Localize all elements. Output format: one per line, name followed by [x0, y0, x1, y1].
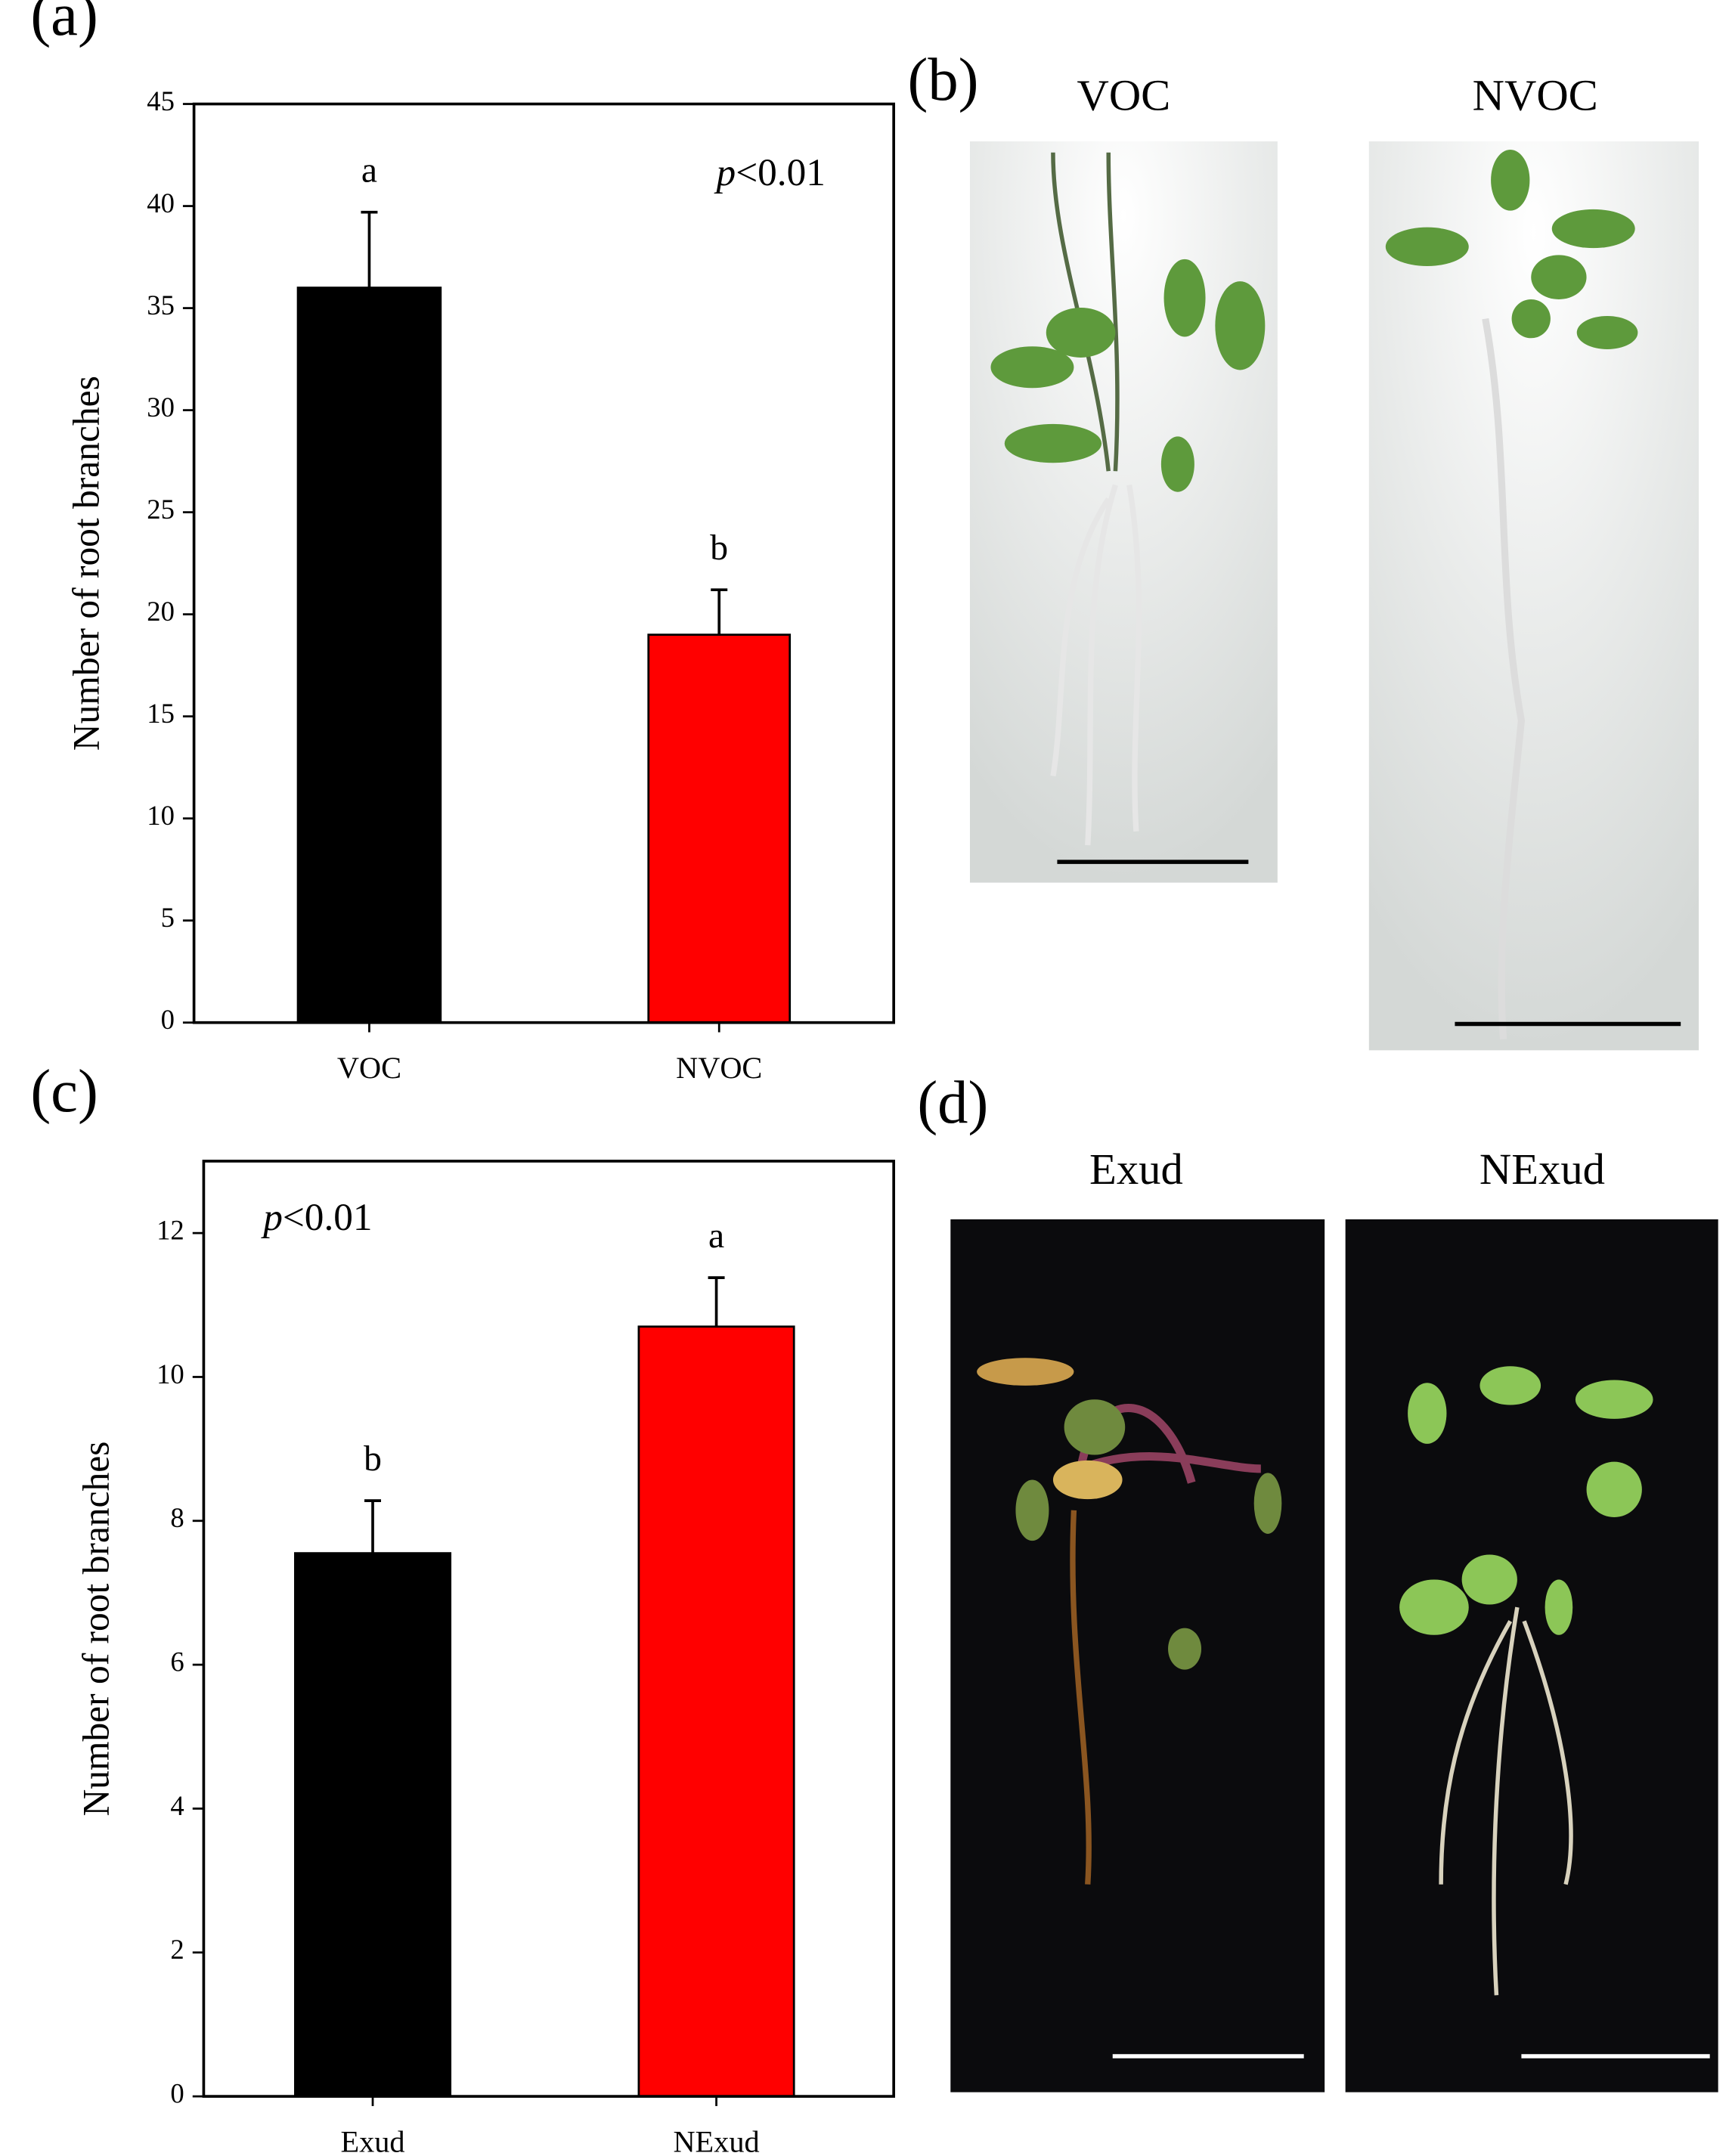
photo: [969, 141, 1278, 883]
annotation: p<0.01: [261, 1196, 372, 1239]
panel-label: (b): [907, 46, 978, 113]
significance-letter: a: [361, 150, 377, 190]
annotation-italic: p: [714, 151, 736, 194]
significance-letter: b: [710, 528, 728, 568]
photo: [950, 1219, 1325, 2092]
photo: [1345, 1219, 1718, 2092]
annotation-text: <0.01: [283, 1196, 373, 1239]
y-tick-label: 5: [161, 902, 175, 933]
plot-frame: [192, 102, 895, 1024]
y-tick-label: 45: [147, 85, 175, 116]
significance-letter: b: [364, 1439, 382, 1479]
y-tick-label: 25: [147, 494, 175, 525]
bar: [637, 1325, 795, 2098]
annotation-italic: p: [261, 1196, 283, 1239]
annotation-text: <0.01: [736, 151, 826, 194]
x-tick-label: Exud: [340, 2125, 404, 2156]
panel-label: (c): [30, 1058, 98, 1125]
panel-label: (a): [30, 0, 98, 48]
bar: [647, 633, 792, 1024]
y-tick-label: 15: [147, 698, 175, 729]
bar: [294, 1552, 452, 2098]
y-tick-label: 35: [147, 290, 175, 321]
y-tick-label: 40: [147, 187, 175, 218]
y-tick-label: 20: [147, 596, 175, 627]
plot-frame: [202, 1160, 895, 2098]
y-tick-label: 0: [161, 1004, 175, 1035]
y-tick-label: 30: [147, 392, 175, 423]
x-tick-label: NExud: [673, 2125, 759, 2156]
bar: [296, 287, 442, 1024]
x-tick-label: VOC: [337, 1051, 401, 1085]
y-tick-label: 12: [156, 1215, 184, 1246]
photo-title: NVOC: [1473, 70, 1598, 119]
significance-letter: a: [708, 1216, 724, 1256]
y-tick-label: 4: [170, 1790, 184, 1821]
annotation: p<0.01: [714, 151, 826, 194]
y-axis-label: Number of root branches: [65, 376, 107, 751]
panel-label: (d): [917, 1069, 988, 1136]
y-tick-label: 0: [170, 2078, 184, 2109]
y-tick-label: 2: [170, 1934, 184, 1965]
photo-title: VOC: [1077, 70, 1171, 119]
y-tick-label: 10: [147, 800, 175, 831]
photo: [1368, 141, 1699, 1051]
y-axis-label: Number of root branches: [75, 1442, 116, 1817]
photo-title: NExud: [1479, 1145, 1605, 1194]
y-tick-label: 6: [170, 1646, 184, 1677]
x-tick-label: NVOC: [676, 1051, 762, 1085]
photo-title: Exud: [1089, 1145, 1183, 1194]
y-tick-label: 10: [156, 1358, 184, 1389]
y-tick-label: 8: [170, 1502, 184, 1533]
